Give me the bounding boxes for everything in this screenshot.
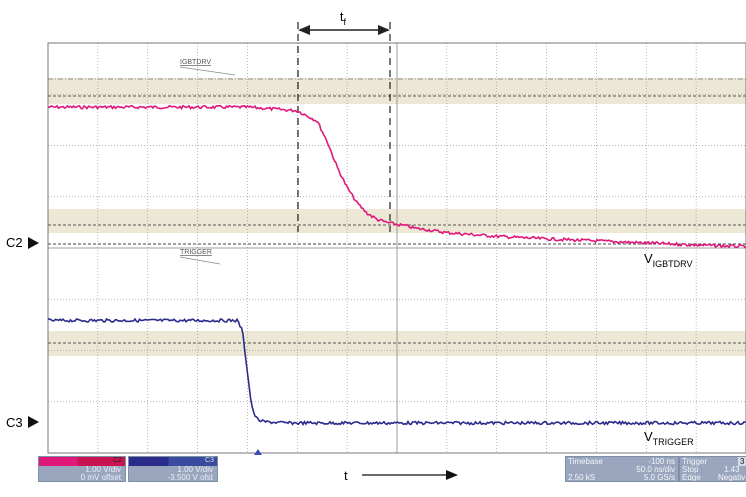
trigger-tag-leader <box>179 256 221 265</box>
igbtdrv-tag-leader <box>179 66 236 76</box>
trigger-slope: Negativ <box>718 473 746 482</box>
c3-ref-arrow <box>28 416 39 428</box>
ch2-info-box[interactable]: C2 1.00 V/div 0 mV offset <box>38 456 126 482</box>
time-arrow-head <box>446 470 458 480</box>
timebase-box[interactable]: Timebase -100 ns 50.0 ns/div 2.50 kS 5.0… <box>565 456 679 482</box>
time-axis-label: t <box>344 468 348 483</box>
trigger-mode: Stop <box>682 465 699 474</box>
c2-ref-arrow <box>28 237 39 249</box>
igbtdrv-trace <box>47 104 746 249</box>
timebase-rate: 5.0 GS/s <box>643 473 675 482</box>
tf-arrow-left-head <box>298 25 310 35</box>
trigger-level: 1.43 <box>724 465 740 474</box>
trigger-channel: 3 <box>738 457 746 466</box>
ch3-info-box[interactable]: C3 1.00 V/div -3.500 V ofst <box>128 456 218 482</box>
timebase-position: -100 ns <box>648 457 675 466</box>
tf-arrow-right-head <box>378 25 390 35</box>
ch2-info-name: C2 <box>113 457 122 464</box>
vigbtdrv-label: VIGBTDRV <box>644 251 693 269</box>
trigger-tag: TRIGGER <box>180 249 212 256</box>
plot-frame <box>47 42 746 454</box>
ch2-offset: 0 mV offset <box>80 473 121 482</box>
c2-ref-label: C2 <box>6 235 23 250</box>
ch3-offset: -3.500 V ofst <box>167 473 213 482</box>
timebase-label: Timebase <box>568 457 603 466</box>
ch3-info-name: C3 <box>205 457 214 464</box>
ch3-vdiv: 1.00 V/div <box>177 465 213 474</box>
trigger-type: Edge <box>682 473 701 482</box>
vtrigger-label: VTRIGGER <box>644 429 694 447</box>
trigger-position-marker <box>254 449 262 455</box>
igbtdrv-tag: IGBTDRV <box>180 59 211 66</box>
grid <box>47 42 746 454</box>
ch3-info-header: C3 <box>129 457 217 466</box>
timebase-samples: 2.50 kS <box>568 473 596 482</box>
trigger-box[interactable]: Trigger 3 Stop 1.43 Edge Negativ <box>679 456 746 482</box>
trigger-label: Trigger <box>682 457 708 466</box>
trigger-trace <box>47 317 746 426</box>
timebase-ns-div: 50.0 ns/div <box>636 465 675 474</box>
ch2-vdiv: 1.00 V/div <box>85 465 121 474</box>
ch2-info-header: C2 <box>39 457 125 466</box>
c3-ref-label: C3 <box>6 415 23 430</box>
tf-label: tf <box>340 9 347 27</box>
